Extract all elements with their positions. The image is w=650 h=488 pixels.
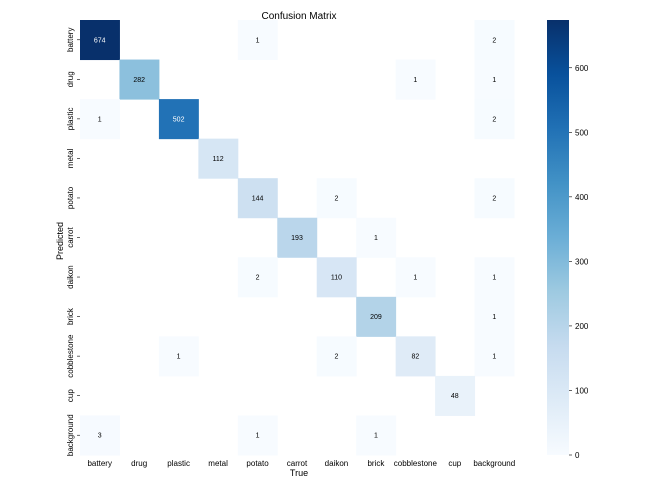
cell-value-label: 1 [374,433,378,440]
heatmap-cell [474,296,515,337]
colorbar-tick-label: 400 [575,193,589,202]
x-tick-label: daikon [325,459,349,468]
heatmap-cell [158,336,199,377]
colorbar-tick-label: 100 [575,386,589,395]
x-tick-label: drug [131,459,147,468]
x-tick-label: carrot [287,459,308,468]
heatmap-cell [237,415,278,456]
y-tick-label: cobblestone [66,334,75,378]
cell-value-label: 112 [213,156,224,163]
heatmap-cell [237,20,278,61]
y-tick-label: battery [66,28,75,52]
colorbar-tick-label: 600 [575,64,589,73]
colorbar-tick-label: 0 [575,451,580,460]
x-tick-label: cup [448,459,461,468]
cell-value-label: 1 [413,77,417,84]
heatmap-cell [474,336,515,377]
colorbar-gradient [547,20,569,455]
heatmap-cell [80,415,120,456]
cell-value-label: 2 [492,116,496,123]
cell-value-label: 2 [334,195,338,202]
x-axis-label: True [290,468,308,478]
y-tick-label: potato [66,186,75,209]
cell-value-label: 144 [252,195,264,202]
heatmap-cell [395,257,436,298]
y-tick-label: brick [66,307,75,325]
colorbar: 0 100 200 300 400 500 600 [547,20,589,460]
heatmap-cell [474,257,515,298]
cell-value-label: 282 [133,77,145,84]
cell-value-label: 82 [411,354,419,361]
heatmap-cell [158,99,199,140]
colorbar-tick-label: 200 [575,322,589,331]
y-tick-label: background [66,414,75,456]
y-tick-label: metal [66,148,75,168]
colorbar-tick-label: 300 [575,257,589,266]
heatmap-cell [80,99,120,140]
heatmap-cell [356,296,397,337]
heatmap-cell [119,59,160,100]
cell-value-label: 2 [256,275,260,282]
cell-value-label: 48 [451,393,459,400]
colorbar-tick-label: 500 [575,128,589,137]
cell-value-label: 1 [492,354,496,361]
heatmap-cell [316,336,357,377]
x-tick-label: plastic [167,459,190,468]
y-tick-label: cup [66,389,75,402]
chart-title: Confusion Matrix [261,11,336,22]
cell-value-label: 110 [331,275,342,282]
heatmap-cell [316,178,357,219]
heatmap-cell [395,336,436,377]
heatmap-cell [316,257,357,298]
heatmap-cell [277,217,318,258]
y-tick-label: drug [66,71,75,87]
cell-value-label: 1 [413,275,417,282]
heatmap-cell [356,217,397,258]
heatmap-cell [80,20,120,61]
cell-value-label: 674 [94,37,106,44]
cell-value-label: 2 [334,354,338,361]
cell-value-label: 1 [492,275,496,282]
heatmap-cell [474,178,515,219]
cell-value-label: 209 [370,314,382,321]
cell-value-label: 193 [291,235,303,242]
cell-value-label: 1 [98,116,102,123]
cell-value-label: 1 [256,433,260,440]
cell-value-label: 1 [492,314,496,321]
cell-value-label: 1 [256,37,260,44]
heatmap-cell [474,20,515,61]
heatmap-cell [356,415,397,456]
heatmap-cell [237,257,278,298]
y-tick-label: carrot [66,227,75,248]
cell-value-label: 3 [98,433,102,440]
cell-value-label: 1 [177,354,181,361]
cell-value-label: 502 [173,116,185,123]
heatmap-cell [474,59,515,100]
cell-value-label: 1 [374,235,378,242]
cell-value-label: 2 [492,37,496,44]
x-tick-label: brick [367,459,385,468]
x-tick-label: background [473,459,515,468]
heatmap-cell [198,138,239,179]
cell-value-label: 1 [492,77,496,84]
y-tick-label: plastic [66,108,75,131]
heatmap-cell [435,375,476,416]
heatmap-cell [474,99,515,140]
heatmap-cell [395,59,436,100]
x-tick-label: potato [246,459,269,468]
cell-value-label: 2 [492,195,496,202]
heatmap-cell [237,178,278,219]
y-tick-label: daikon [66,265,75,289]
x-tick-label: cobblestone [394,459,438,468]
x-tick-label: battery [87,459,111,468]
x-tick-label: metal [208,459,228,468]
y-axis-label: Predicted [55,222,65,260]
